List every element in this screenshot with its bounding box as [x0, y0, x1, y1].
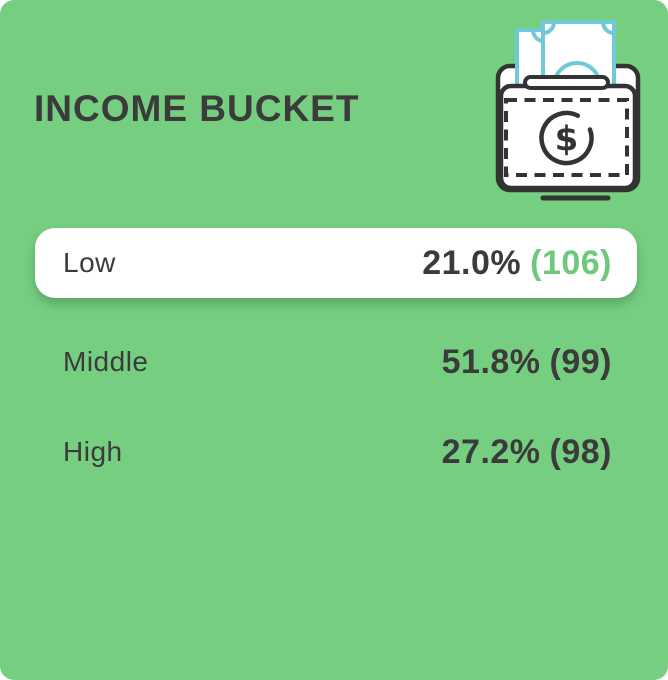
- wallet-stitching: [504, 98, 629, 177]
- row-percent: 21.0%: [422, 243, 522, 282]
- row-count: (98): [549, 432, 612, 471]
- row-count: (106): [530, 243, 612, 282]
- row-high[interactable]: High 27.2% (98): [35, 422, 637, 482]
- row-low[interactable]: Low 21.0% (106): [35, 228, 637, 298]
- row-value: 27.2% (98): [442, 433, 612, 472]
- row-value: 21.0% (106): [422, 244, 612, 283]
- wallet-slot: [523, 75, 610, 90]
- dollar-circle: [539, 110, 594, 166]
- card-title: INCOME BUCKET: [34, 88, 360, 129]
- row-percent: 27.2%: [441, 432, 541, 471]
- row-value: 51.8% (99): [442, 343, 612, 382]
- row-label: Middle: [63, 346, 149, 377]
- row-count: (99): [549, 342, 612, 381]
- row-percent: 51.8%: [441, 342, 541, 381]
- dollar-sign-glyph: $: [555, 120, 579, 160]
- row-label: High: [63, 436, 123, 467]
- row-middle[interactable]: Middle 51.8% (99): [35, 332, 637, 392]
- row-label: Low: [63, 247, 116, 278]
- wallet-money-icon: $: [495, 20, 641, 201]
